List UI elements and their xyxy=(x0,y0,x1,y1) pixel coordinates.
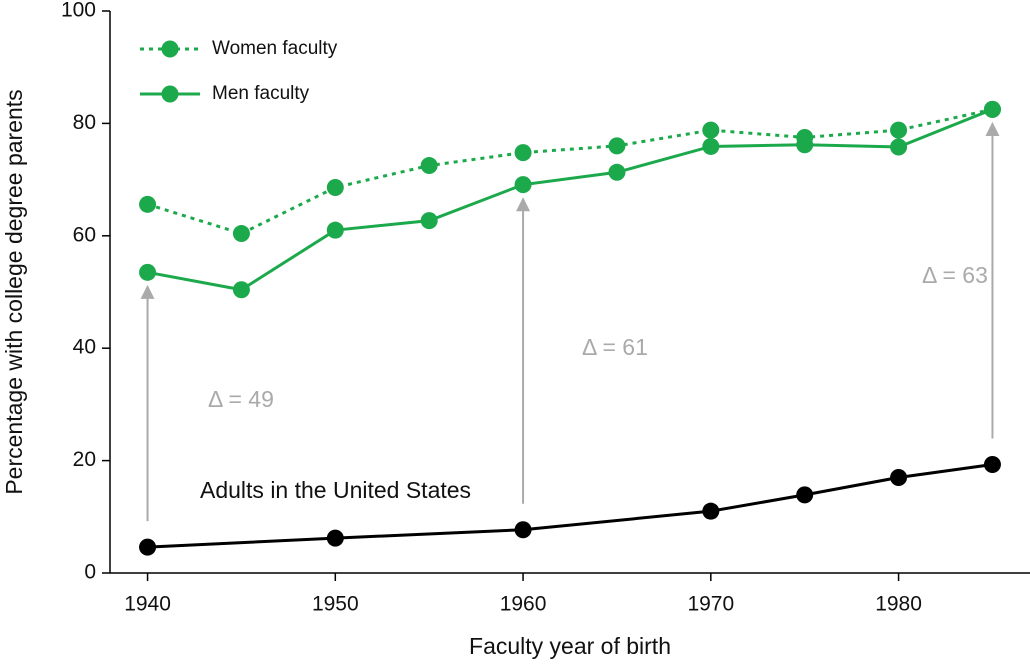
legend-label: Women faculty xyxy=(212,38,338,59)
y-axis-title: Percentage with college degree parents xyxy=(1,89,27,494)
point xyxy=(420,157,438,175)
y-tick-label: 80 xyxy=(73,111,96,134)
x-tick-label: 1940 xyxy=(124,593,171,616)
y-tick-label: 100 xyxy=(61,0,96,22)
point xyxy=(326,178,344,196)
x-tick-label: 1950 xyxy=(312,593,359,616)
x-axis-title: Faculty year of birth xyxy=(469,633,671,659)
point xyxy=(514,521,532,539)
point xyxy=(890,121,908,139)
point xyxy=(983,456,1001,474)
y-tick-label: 60 xyxy=(73,223,96,246)
point xyxy=(326,529,344,547)
point xyxy=(796,486,814,504)
point xyxy=(983,100,1001,118)
x-tick-label: 1960 xyxy=(500,593,547,616)
point xyxy=(514,144,532,162)
point xyxy=(608,163,626,181)
x-tick-label: 1970 xyxy=(687,593,734,616)
point xyxy=(139,263,157,281)
x-tick-label: 1980 xyxy=(875,593,922,616)
legend-marker xyxy=(161,40,179,58)
point xyxy=(890,468,908,486)
annotation: Δ = 63 xyxy=(922,262,988,288)
point xyxy=(796,136,814,154)
point xyxy=(890,138,908,156)
annotation: Δ = 61 xyxy=(582,334,648,360)
point xyxy=(326,221,344,239)
series-label: Adults in the United States xyxy=(200,477,471,503)
point xyxy=(702,502,720,520)
point xyxy=(702,121,720,139)
point xyxy=(139,195,157,213)
y-tick-label: 40 xyxy=(73,336,96,359)
point xyxy=(232,225,250,243)
legend-marker xyxy=(161,85,179,103)
series-line xyxy=(147,107,994,292)
point xyxy=(608,137,626,155)
legend-label: Men faculty xyxy=(212,83,310,104)
point xyxy=(420,212,438,230)
point xyxy=(514,176,532,194)
point xyxy=(232,281,250,299)
point xyxy=(702,137,720,155)
series-line xyxy=(147,107,993,236)
y-tick-label: 0 xyxy=(84,561,96,584)
y-tick-label: 20 xyxy=(73,448,96,471)
annotation: Δ = 49 xyxy=(208,386,274,412)
point xyxy=(139,538,157,556)
